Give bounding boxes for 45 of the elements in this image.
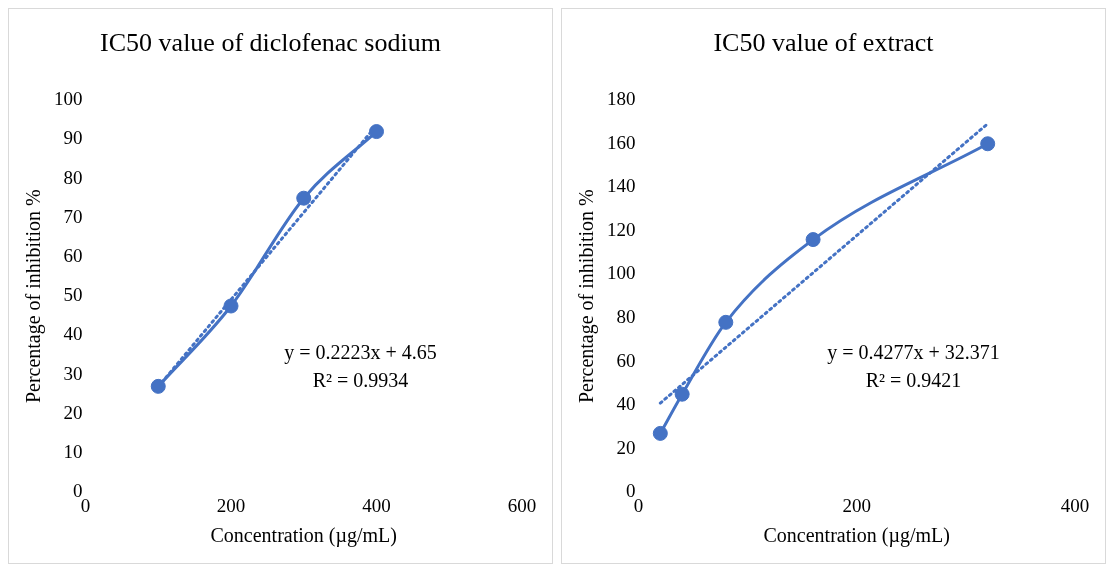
annotation: y = 0.2223x + 4.65: [284, 340, 437, 364]
x-tick-label: 400: [362, 494, 391, 516]
chart-title: IC50 value of diclofenac sodium: [100, 28, 441, 58]
y-tick-label: 0: [626, 480, 636, 502]
y-tick-label: 30: [63, 362, 83, 384]
point: [652, 425, 668, 441]
annotation: R² = 0.9421: [865, 368, 962, 391]
y-tick-label: 140: [607, 175, 636, 197]
point: [369, 124, 384, 140]
point: [296, 190, 312, 206]
y-tick-label: 80: [616, 305, 636, 327]
x-axis-title: Concentration (µg/mL): [210, 524, 397, 548]
y-tick-label: 10: [63, 440, 83, 462]
y-tick-label: 40: [63, 323, 83, 345]
y-tick-label: 50: [63, 284, 83, 306]
y-tick-label: 70: [63, 205, 83, 227]
y-tick-label: 20: [63, 401, 83, 423]
point: [150, 378, 166, 394]
annotation: R² = 0.9934: [312, 368, 409, 391]
point: [674, 386, 690, 402]
y-tick-label: 120: [607, 218, 636, 240]
y-tick-label: 80: [63, 166, 83, 188]
x-tick-label: 200: [842, 494, 871, 516]
x-tick-label: 600: [507, 494, 537, 516]
point: [805, 232, 821, 248]
y-tick-label: 160: [607, 131, 636, 153]
y-tick-label: 180: [607, 88, 636, 110]
chart-title: IC50 value of extract: [713, 28, 935, 58]
y-tick-label: 100: [54, 88, 83, 110]
y-tick-label: 20: [616, 436, 636, 458]
y-axis-title: Percentage of inhibition %: [22, 189, 46, 404]
x-tick-label: 200: [216, 494, 246, 516]
point: [718, 314, 734, 330]
point: [980, 136, 996, 152]
y-tick-label: 40: [616, 393, 636, 415]
x-tick-label: 400: [1060, 494, 1090, 516]
y-tick-label: 90: [63, 127, 83, 149]
y-tick-label: 60: [63, 244, 83, 266]
y-axis-title: Percentage of inhibition %: [575, 189, 599, 404]
x-axis-title: Concentration (µg/mL): [763, 524, 950, 548]
point: [223, 298, 239, 314]
y-tick-label: 60: [616, 349, 636, 371]
y-tick-label: 100: [607, 262, 636, 284]
y-tick-label: 0: [73, 480, 83, 502]
annotation: y = 0.4277x + 32.371: [827, 340, 1000, 364]
